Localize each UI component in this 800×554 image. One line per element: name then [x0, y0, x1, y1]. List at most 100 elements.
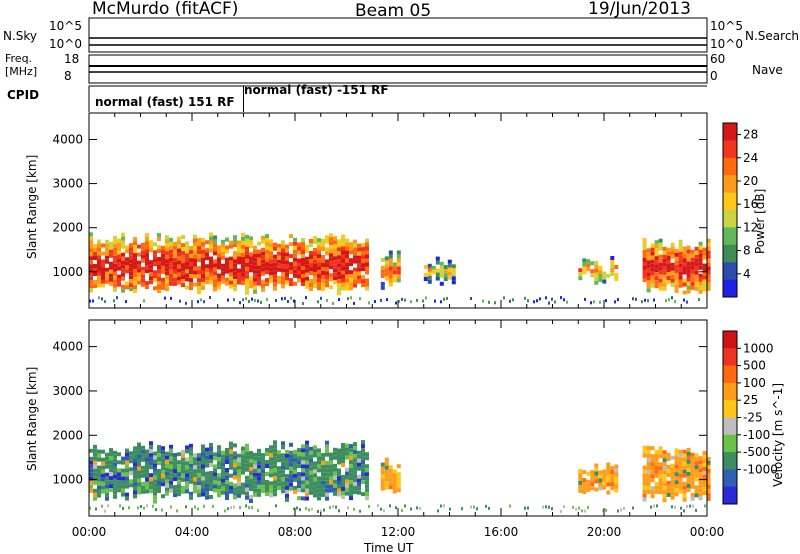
echo-cell	[105, 488, 109, 493]
echo-cell	[177, 472, 181, 477]
echo-cell	[157, 481, 161, 485]
colorbar-frame	[722, 122, 738, 298]
echo-cell	[157, 461, 161, 465]
ground-scatter-cell	[332, 505, 334, 509]
echo-cell	[594, 463, 599, 468]
echo-cell	[141, 274, 145, 279]
echo-cell	[209, 260, 213, 265]
echo-cell	[341, 447, 345, 451]
echo-cell	[694, 461, 699, 466]
echo-cell	[321, 255, 325, 259]
echo-cell	[694, 493, 699, 498]
echo-cell	[341, 258, 345, 263]
echo-cell	[325, 468, 329, 473]
echo-cell	[658, 482, 663, 487]
echo-cell	[345, 286, 349, 291]
echo-cell	[113, 267, 117, 272]
echo-cell	[594, 280, 599, 285]
echo-cell	[197, 282, 201, 287]
echo-cell	[93, 252, 97, 256]
echo-cell	[197, 254, 201, 259]
echo-cell	[169, 249, 173, 254]
echo-cell	[113, 478, 117, 483]
echo-cell	[109, 253, 113, 258]
echo-cell	[145, 265, 149, 270]
echo-cell	[297, 484, 301, 489]
echo-cell	[181, 247, 185, 252]
echo-cell	[229, 240, 233, 245]
echo-cell	[662, 498, 667, 503]
echo-cell	[157, 233, 161, 237]
echo-cell	[157, 265, 161, 269]
ground-scatter-cell	[152, 504, 154, 508]
echo-cell	[365, 278, 369, 283]
echo-cell	[237, 477, 241, 482]
echo-cell	[189, 491, 193, 496]
echo-cell	[396, 476, 401, 481]
echo-cell	[325, 452, 329, 457]
echo-cell	[686, 467, 691, 472]
echo-cell	[423, 277, 428, 281]
echo-cell	[201, 262, 205, 266]
echo-cell	[141, 258, 145, 263]
echo-cell	[241, 232, 245, 237]
echo-cell	[145, 285, 149, 290]
echo-cell	[658, 266, 663, 271]
echo-cell	[241, 458, 245, 463]
echo-cell	[702, 459, 707, 463]
ground-scatter-cell	[233, 505, 235, 509]
echo-cell	[197, 250, 201, 255]
echo-cell	[101, 275, 105, 280]
echo-cell	[293, 469, 297, 474]
echo-cell	[121, 480, 125, 485]
echo-cell	[694, 457, 699, 462]
echo-cell	[173, 489, 177, 494]
echo-cell	[317, 492, 321, 497]
echo-cell	[241, 248, 245, 253]
echo-cell	[237, 461, 241, 466]
echo-cell	[321, 460, 325, 465]
ground-scatter-cell	[227, 298, 229, 302]
echo-cell	[305, 444, 309, 449]
echo-cell	[241, 236, 245, 241]
echo-cell	[361, 480, 365, 485]
echo-cell	[257, 464, 261, 469]
echo-cell	[674, 456, 679, 461]
echo-cell	[221, 271, 225, 276]
echo-cell	[646, 446, 651, 450]
echo-cell	[209, 248, 213, 253]
echo-cell	[177, 276, 181, 281]
echo-cell	[193, 262, 197, 267]
echo-cell	[650, 283, 655, 288]
echo-cell	[201, 452, 205, 457]
ground-scatter-cell	[542, 505, 544, 509]
echo-cell	[201, 266, 205, 270]
echo-cell	[642, 278, 647, 282]
echo-cell	[249, 284, 253, 289]
echo-cell	[309, 243, 313, 247]
echo-cell	[117, 262, 121, 267]
echo-cell	[670, 262, 675, 267]
ground-scatter-cell	[545, 296, 547, 300]
echo-cell	[285, 248, 289, 253]
echo-cell	[181, 461, 185, 466]
echo-cell	[658, 282, 663, 287]
echo-cell	[141, 282, 145, 287]
echo-cell	[654, 489, 659, 494]
echo-cell	[329, 472, 333, 477]
echo-cell	[321, 484, 325, 489]
echo-cell	[105, 464, 109, 469]
echo-cell	[698, 480, 703, 485]
echo-cell	[678, 481, 683, 486]
echo-cell	[301, 238, 305, 242]
echo-cell	[289, 278, 293, 283]
echo-cell	[309, 239, 313, 243]
echo-cell	[297, 258, 301, 263]
nave-tick-top: 60	[710, 52, 726, 66]
echo-cell	[435, 268, 440, 273]
echo-cell	[341, 495, 345, 499]
ground-scatter-cell	[485, 504, 487, 508]
ground-scatter-cell	[209, 296, 211, 299]
echo-cell	[325, 259, 329, 264]
echo-cell	[614, 277, 619, 281]
